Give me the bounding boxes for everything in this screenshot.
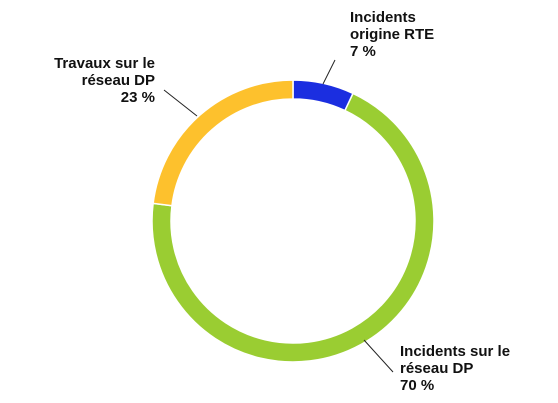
slice [152,79,294,207]
label-line: Incidents sur le [400,343,510,360]
value-label: 7 % [350,43,376,60]
slice-label: Travaux sur le réseau DP [54,55,155,89]
label-line: réseau DP [82,72,155,89]
value-label: 23 % [121,89,155,106]
value-label: 70 % [400,377,434,394]
leader-line [322,59,336,85]
slice-label: Incidents origine RTE [350,9,434,43]
leader-line [163,89,198,117]
leader-line [363,339,394,373]
label-line: Travaux sur le [54,55,155,72]
slice-label: Incidents sur le réseau DP [400,343,510,377]
slice [292,79,355,112]
label-line: Incidents [350,9,416,26]
label-line: réseau DP [400,360,473,377]
label-line: origine RTE [350,26,434,43]
